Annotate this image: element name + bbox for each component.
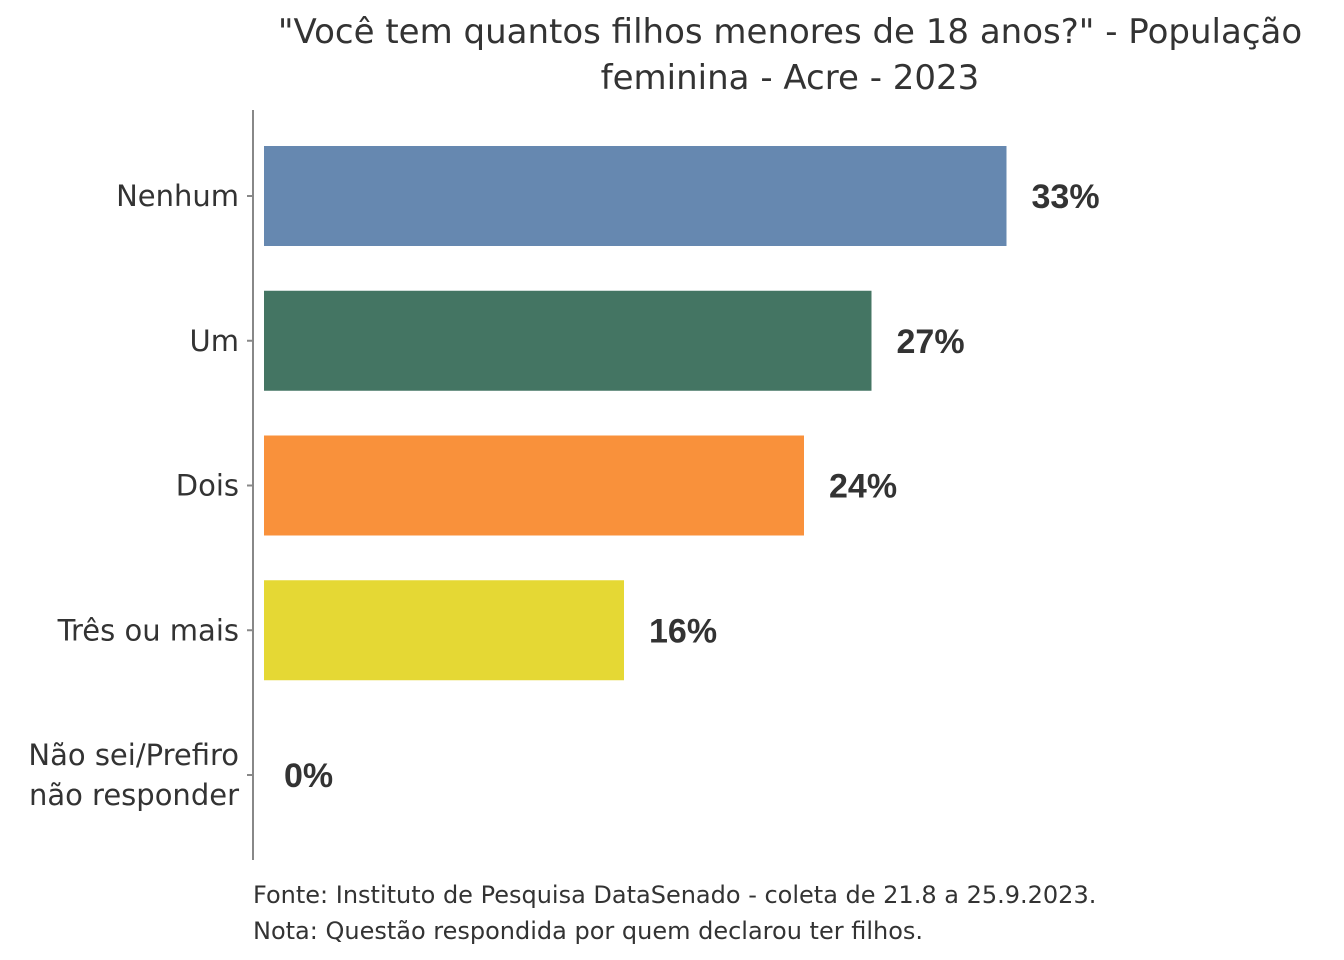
category-label-nao-sei-prefiro-nao-responder-line-1: Não sei/Prefiro bbox=[28, 738, 239, 772]
bar-nenhum bbox=[264, 146, 1007, 246]
category-label-um: Um bbox=[190, 324, 239, 358]
chart-title-line-1: "Você tem quantos filhos menores de 18 a… bbox=[278, 12, 1302, 52]
bars-layer bbox=[264, 146, 1007, 681]
value-label-tres-ou-mais: 16% bbox=[649, 612, 717, 650]
bar-um bbox=[264, 290, 872, 391]
category-label-dois: Dois bbox=[176, 469, 239, 503]
y-axis-ticks bbox=[247, 195, 253, 776]
value-labels: 33% 27% 24% 16% 0% bbox=[284, 178, 1100, 795]
chart-title: "Você tem quantos filhos menores de 18 a… bbox=[278, 12, 1302, 98]
questao-note: Nota: Questão respondida por quem declar… bbox=[253, 917, 923, 945]
category-labels: Nenhum Um Dois Três ou mais Não sei/Prefiro n… bbox=[28, 179, 239, 812]
category-label-nao-sei-prefiro-nao-responder-line-2: não responder bbox=[29, 778, 239, 812]
value-label-dois: 24% bbox=[829, 468, 897, 506]
value-label-nao-sei-prefiro-nao-responder: 0% bbox=[284, 757, 333, 795]
value-label-nenhum: 33% bbox=[1032, 178, 1100, 216]
bar-dois bbox=[264, 435, 804, 536]
value-label-um: 27% bbox=[897, 323, 965, 361]
source-note: Fonte: Instituto de Pesquisa DataSenado … bbox=[253, 881, 1096, 909]
chart-source-notes: Fonte: Instituto de Pesquisa DataSenado … bbox=[253, 881, 1096, 945]
chart-title-line-2: feminina - Acre - 2023 bbox=[601, 58, 980, 98]
category-label-tres-ou-mais: Três ou mais bbox=[57, 613, 239, 647]
bar-tres-ou-mais bbox=[264, 580, 624, 681]
category-label-nenhum: Nenhum bbox=[116, 179, 239, 213]
